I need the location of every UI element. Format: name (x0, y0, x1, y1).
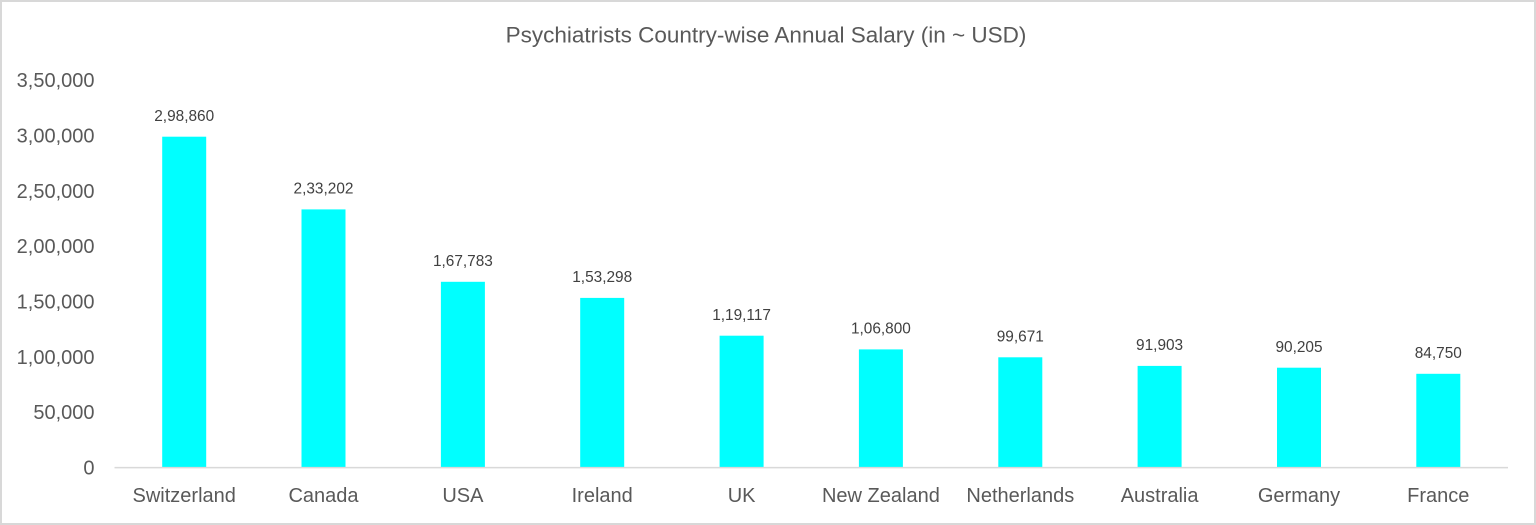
svg-text:50,000: 50,000 (33, 402, 94, 424)
svg-text:0: 0 (83, 458, 94, 480)
svg-text:Australia: Australia (1121, 485, 1200, 507)
svg-text:1,50,000: 1,50,000 (17, 292, 95, 314)
svg-text:2,50,000: 2,50,000 (17, 181, 95, 203)
svg-text:Switzerland: Switzerland (133, 485, 236, 507)
svg-text:1,67,783: 1,67,783 (433, 253, 493, 270)
svg-text:91,903: 91,903 (1136, 337, 1183, 354)
svg-text:Germany: Germany (1258, 485, 1340, 507)
svg-text:USA: USA (442, 485, 484, 507)
svg-text:3,00,000: 3,00,000 (17, 126, 95, 148)
svg-text:Psychiatrists Country-wise Ann: Psychiatrists Country-wise Annual Salary… (506, 23, 1027, 48)
svg-text:1,19,117: 1,19,117 (712, 307, 771, 324)
svg-text:90,205: 90,205 (1275, 339, 1322, 356)
svg-text:99,671: 99,671 (997, 329, 1044, 346)
svg-text:1,00,000: 1,00,000 (17, 347, 95, 369)
svg-text:2,33,202: 2,33,202 (294, 181, 354, 198)
svg-text:2,00,000: 2,00,000 (17, 236, 95, 258)
svg-text:Ireland: Ireland (572, 485, 633, 507)
svg-text:Canada: Canada (288, 485, 359, 507)
svg-text:1,06,800: 1,06,800 (851, 321, 911, 338)
svg-text:84,750: 84,750 (1415, 345, 1462, 362)
svg-text:France: France (1407, 485, 1469, 507)
svg-text:1,53,298: 1,53,298 (572, 269, 632, 286)
svg-text:2,98,860: 2,98,860 (154, 108, 214, 125)
svg-text:3,50,000: 3,50,000 (17, 70, 95, 92)
svg-text:New Zealand: New Zealand (822, 485, 940, 507)
svg-text:Netherlands: Netherlands (966, 485, 1074, 507)
svg-text:UK: UK (728, 485, 756, 507)
